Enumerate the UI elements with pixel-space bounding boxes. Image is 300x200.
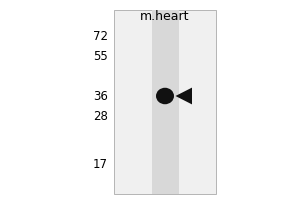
- Bar: [152, 10, 178, 194]
- Text: 28: 28: [93, 110, 108, 122]
- Text: 55: 55: [93, 49, 108, 62]
- Text: 72: 72: [93, 29, 108, 43]
- Ellipse shape: [156, 88, 174, 104]
- Text: m.heart: m.heart: [140, 10, 190, 23]
- Text: 17: 17: [93, 158, 108, 170]
- Bar: [114, 10, 216, 194]
- Text: 36: 36: [93, 90, 108, 102]
- Polygon shape: [176, 88, 192, 104]
